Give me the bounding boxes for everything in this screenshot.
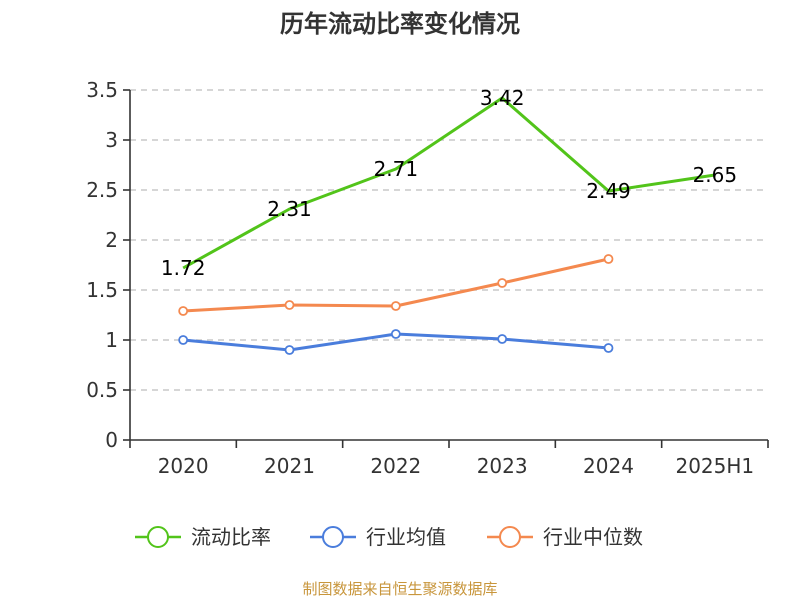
- series-1-point: [284, 345, 295, 355]
- legend-item-2[interactable]: 行业中位数: [487, 525, 643, 549]
- legend-marker: [499, 526, 521, 548]
- series-2-point: [603, 254, 614, 264]
- y-tick-label: 3.5: [86, 78, 118, 102]
- x-tick-label: 2024: [583, 454, 634, 478]
- data-label: 2.49: [586, 179, 631, 203]
- series-1-point: [390, 329, 401, 339]
- axes: 0 0.5 1 1.5 2 2.5 3 3.5 2020 2021 2022 2023 2024 2025…: [86, 78, 769, 478]
- y-tick-label: 2: [105, 228, 118, 252]
- chart-title: 历年流动比率变化情况: [280, 10, 520, 38]
- y-tick-label: 1.5: [86, 278, 118, 302]
- x-tick-label: 2023: [477, 454, 528, 478]
- x-tick-label: 2022: [370, 454, 421, 478]
- source-note: 制图数据来自恒生聚源数据库: [302, 580, 497, 598]
- legend-item-0[interactable]: 流动比率: [135, 525, 271, 549]
- data-label: 1.72: [161, 256, 206, 280]
- x-tick-label: 2020: [158, 454, 209, 478]
- x-tick-label: 2021: [264, 454, 315, 478]
- y-tick-label: 0.5: [86, 378, 118, 402]
- data-label: 2.71: [374, 157, 419, 181]
- series-2-point: [390, 301, 401, 311]
- legend[interactable]: 流动比率 行业均值 行业中位数: [135, 525, 643, 549]
- legend-label: 行业中位数: [543, 525, 643, 549]
- series-line-0: [182, 96, 716, 270]
- series-2-point: [178, 306, 189, 316]
- series-lines: [178, 96, 716, 355]
- grid-lines: [130, 89, 768, 391]
- x-tick-label: 2025H1: [675, 454, 754, 478]
- data-label: 3.42: [480, 86, 525, 110]
- legend-marker: [322, 526, 344, 548]
- series-2-point: [497, 278, 508, 288]
- y-tick-label: 1: [105, 328, 118, 352]
- data-label: 2.31: [267, 197, 312, 221]
- legend-item-1[interactable]: 行业均值: [310, 525, 446, 549]
- series-1-point: [178, 335, 189, 345]
- legend-marker: [147, 526, 169, 548]
- legend-label: 流动比率: [191, 525, 271, 549]
- y-tick-label: 0: [105, 428, 118, 452]
- legend-label: 行业均值: [366, 525, 446, 549]
- y-tick-label: 2.5: [86, 178, 118, 202]
- data-labels: 1.72 2.31 2.71 3.42 2.49 2.65: [161, 86, 737, 280]
- y-tick-label: 3: [105, 128, 118, 152]
- series-1-point: [497, 334, 508, 344]
- data-label: 2.65: [693, 163, 738, 187]
- series-1-point: [603, 343, 614, 353]
- series-2-point: [284, 300, 295, 310]
